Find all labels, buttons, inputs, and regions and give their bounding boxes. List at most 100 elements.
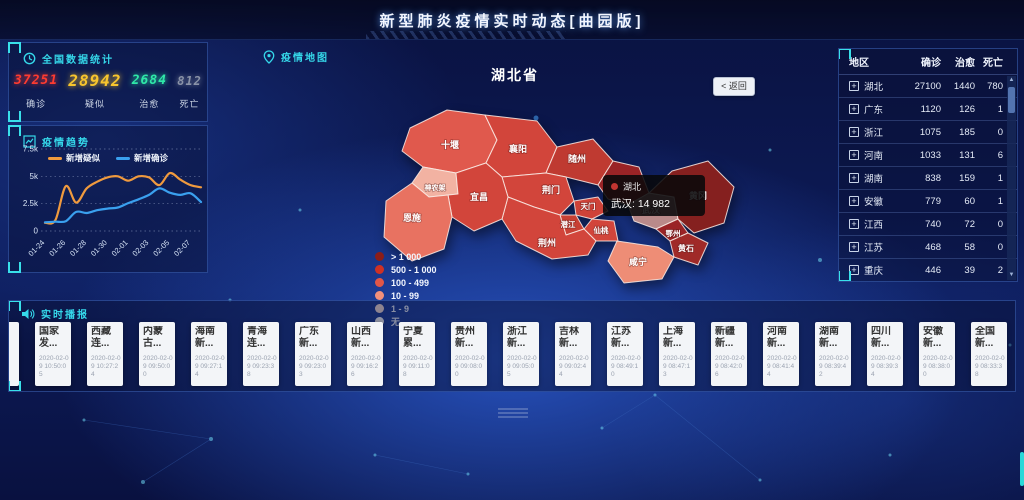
region-name: 河南	[864, 151, 884, 162]
x-axis-tick-label: 02-03	[130, 238, 150, 258]
legend-range-label: 100 - 499	[391, 277, 430, 288]
table-row[interactable]: + 广东 1120 126 1	[839, 98, 1017, 121]
map-legend-item[interactable]: 10 - 99	[375, 289, 437, 302]
broadcast-card[interactable]: 山西新... 2020-02-09 09:16:26	[347, 322, 383, 386]
map-legend-item[interactable]: 500 - 1 000	[375, 263, 437, 276]
legend-swatch	[116, 156, 130, 160]
expand-plus-icon[interactable]: +	[849, 127, 859, 137]
broadcast-card-title: 江苏新...	[611, 326, 631, 349]
scrollbar-thumb[interactable]	[1008, 87, 1015, 113]
broadcast-card[interactable]: 全国新... 2020-02-09 08:33:38	[971, 322, 1007, 386]
broadcast-card[interactable]: 新疆新... 2020-02-09 08:42:06	[711, 322, 747, 386]
city-label: 襄阳	[508, 143, 527, 154]
dead-cell: 6	[997, 149, 1003, 161]
stat-item: 37251 确诊	[14, 73, 58, 110]
broadcast-card[interactable]: 广东新... 2020-02-09 09:23:03	[295, 322, 331, 386]
x-axis-tick-label: 02-07	[172, 238, 192, 258]
dead-cell: 0	[997, 241, 1003, 253]
legend-range-label: 1 - 9	[391, 303, 410, 314]
city-label: 荆州	[538, 237, 556, 248]
legend-color-dot	[375, 304, 384, 313]
map-region-tianmen[interactable]	[573, 196, 609, 220]
broadcast-card[interactable]: 江苏新... 2020-02-09 08:49:10	[607, 322, 643, 386]
map-region-xianning[interactable]	[607, 240, 675, 284]
broadcast-card[interactable]: 四川新... 2020-02-09 08:39:34	[867, 322, 903, 386]
table-row[interactable]: + 河南 1033 131 6	[839, 144, 1017, 167]
map-legend-item[interactable]: 1 - 9	[375, 302, 437, 315]
broadcast-card[interactable]: 吉林新... 2020-02-09 09:02:44	[555, 322, 591, 386]
expand-plus-icon[interactable]: +	[849, 104, 859, 114]
map-legend: > 1 000 500 - 1 000 100 - 499 10 - 99 1 - 9 无	[375, 250, 437, 328]
broadcast-panel-title: 实时播报	[41, 310, 89, 321]
y-axis-tick-label: 0	[34, 227, 39, 236]
table-column-header: 死亡	[983, 58, 1003, 69]
table-row[interactable]: + 安徽 779 60 1	[839, 190, 1017, 213]
table-scrollbar[interactable]: ▲ ▼	[1007, 76, 1016, 280]
trend-legend-item[interactable]: 新增疑似	[47, 152, 100, 164]
page-scrollbar-thumb[interactable]	[1020, 452, 1024, 486]
broadcast-card[interactable]: 青海连... 2020-02-09 09:23:38	[243, 322, 279, 386]
table-column-header: 地区	[849, 58, 869, 69]
region-name: 重庆	[864, 266, 884, 277]
dead-cell: 0	[997, 126, 1003, 138]
map-legend-item[interactable]: 无	[375, 315, 437, 328]
broadcast-card-time: 2020-02-09 09:23:38	[247, 355, 277, 378]
legend-label: 新增确诊	[134, 153, 169, 163]
confirmed-cell: 1075	[919, 126, 941, 138]
broadcast-card-title: 青海连...	[247, 326, 267, 349]
region-name: 湖南	[864, 174, 884, 185]
broadcast-card[interactable]: 河南新... 2020-02-09 08:41:44	[763, 322, 799, 386]
page-title: 新型肺炎疫情实时动态[曲园版]	[379, 13, 645, 30]
stats-panel-title: 全国数据统计	[42, 55, 114, 66]
stat-value: 2684	[131, 73, 168, 88]
trend-legend-item[interactable]: 新增确诊	[116, 152, 168, 164]
broadcast-card[interactable]	[9, 322, 19, 386]
scroll-down-arrow[interactable]: ▼	[1008, 272, 1015, 278]
expand-plus-icon[interactable]: +	[849, 173, 859, 183]
expand-plus-icon[interactable]: +	[849, 265, 859, 275]
broadcast-card[interactable]: 安徽新... 2020-02-09 08:38:00	[919, 322, 955, 386]
stat-item: 2684 治愈	[132, 73, 167, 110]
region-cell: + 河南	[849, 148, 903, 162]
table-row[interactable]: + 江西 740 72 0	[839, 213, 1017, 236]
map-region-enshi[interactable]	[383, 182, 453, 262]
region-name: 江苏	[864, 243, 884, 254]
table-row[interactable]: + 浙江 1075 185 0	[839, 121, 1017, 144]
map-legend-item[interactable]: 100 - 499	[375, 276, 437, 289]
map-back-button[interactable]: < 返回	[713, 77, 755, 96]
expand-plus-icon[interactable]: +	[849, 196, 859, 206]
table-row[interactable]: + 重庆 446 39 2	[839, 259, 1017, 281]
broadcast-card[interactable]: 西藏连... 2020-02-09 10:27:24	[87, 322, 123, 386]
map-legend-item[interactable]: > 1 000	[375, 250, 437, 263]
broadcast-card[interactable]: 国家发... 2020-02-09 10:50:05	[35, 322, 71, 386]
broadcast-card-time: 2020-02-09 10:50:05	[39, 355, 69, 378]
table-row[interactable]: + 湖北 27100 1440 780	[839, 75, 1017, 98]
legend-color-dot	[375, 317, 384, 326]
map-region-yichang[interactable]	[447, 162, 509, 232]
expand-plus-icon[interactable]: +	[849, 219, 859, 229]
cured-cell: 131	[959, 149, 975, 161]
city-label: 鄂州	[666, 228, 681, 238]
broadcast-card[interactable]: 湖南新... 2020-02-09 08:39:42	[815, 322, 851, 386]
expand-plus-icon[interactable]: +	[849, 242, 859, 252]
map-region-huangshi[interactable]	[669, 232, 709, 266]
scroll-up-arrow[interactable]: ▲	[1008, 77, 1015, 83]
broadcast-card[interactable]: 上海新... 2020-02-09 08:47:13	[659, 322, 695, 386]
broadcast-card[interactable]: 宁夏累... 2020-02-09 09:11:08	[399, 322, 435, 386]
table-row[interactable]: + 湖南 838 159 1	[839, 167, 1017, 190]
map-region-jingzhou[interactable]	[501, 196, 597, 260]
trend-panel: 疫情趋势 新增疑似 新增确诊 0 2.5k 5k 7.5k 01-24 01-26 01-28…	[8, 125, 208, 273]
broadcast-card[interactable]: 内蒙古... 2020-02-09 09:50:00	[139, 322, 175, 386]
expand-plus-icon[interactable]: +	[849, 81, 859, 91]
broadcast-card[interactable]: 浙江新... 2020-02-09 09:05:05	[503, 322, 539, 386]
broadcast-card-time: 2020-02-09 09:16:26	[351, 355, 381, 378]
hubei-map-container: 十堰神农架襄阳随州荆门宜昌恩施荆州天门潜江仙桃武汉鄂州黄冈黄石咸宁 湖北 武汉:…	[355, 90, 755, 327]
broadcast-card[interactable]: 贵州新... 2020-02-09 09:08:00	[451, 322, 487, 386]
broadcast-card-time: 2020-02-09 08:38:00	[923, 355, 953, 378]
broadcast-card[interactable]: 海南新... 2020-02-09 09:27:14	[191, 322, 227, 386]
region-cell: + 湖南	[849, 171, 903, 185]
table-row[interactable]: + 江苏 468 58 0	[839, 236, 1017, 259]
expand-plus-icon[interactable]: +	[849, 150, 859, 160]
stat-label: 疑似	[84, 99, 105, 109]
broadcast-card-title: 吉林新...	[559, 326, 579, 349]
